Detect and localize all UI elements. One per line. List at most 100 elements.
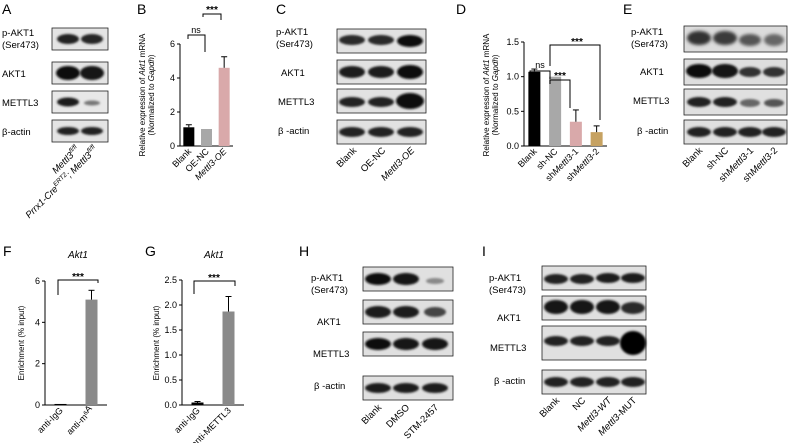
lane-label-blank: Blank xyxy=(360,402,385,427)
blot-strip-beta-actin xyxy=(541,369,647,395)
blot-strip-mettl3 xyxy=(51,90,109,114)
blot-strip-p-akt1 xyxy=(51,27,109,51)
y-tick-label: 6 xyxy=(35,276,40,286)
bar xyxy=(528,71,541,146)
y-tick-label: 0.5 xyxy=(164,375,177,385)
panel-letter-h: H xyxy=(299,243,309,259)
y-tick-label: 2 xyxy=(35,359,40,369)
y-tick-label: 1.0 xyxy=(164,350,177,360)
row-label-mettl3: METTL3 xyxy=(633,96,669,107)
y-tick-label: 1.5 xyxy=(506,37,519,47)
significance-f: *** xyxy=(57,272,99,295)
chart-title-g: Akt1 xyxy=(203,250,224,261)
panel-letter-b: B xyxy=(137,1,146,17)
sig-ns-b: ns xyxy=(191,25,201,35)
bar xyxy=(201,129,212,146)
row-label-akt1: AKT1 xyxy=(640,67,664,78)
row-label-ser473: (Ser473) xyxy=(489,285,526,296)
row-label-ser473: (Ser473) xyxy=(311,285,348,296)
y-tick-label: 2.0 xyxy=(164,300,177,310)
y-tick-label: 0 xyxy=(170,141,175,151)
row-label-p-akt1: p-AKT1 xyxy=(631,27,663,38)
blot-strip-beta-actin xyxy=(362,375,454,401)
row-label-mettl3: METTL3 xyxy=(278,97,314,108)
row-label-mettl3: METTL3 xyxy=(313,349,349,360)
blot-strip-mettl3 xyxy=(683,88,788,116)
lane-label-dmso: DMSO xyxy=(384,402,412,430)
sig-star-f: *** xyxy=(72,272,84,283)
panel-i: I p-AKT1 (Ser473) AKT1 METTL3 β -actin xyxy=(482,243,647,438)
panel-g: G Akt1 0.0 0.5 1.0 1.5 2.0 2.5 Enrichment (% i… xyxy=(145,243,244,443)
blot-strip-p-akt1 xyxy=(683,25,788,53)
y-tick-label: 4 xyxy=(170,73,175,83)
bar xyxy=(183,127,195,146)
row-label-beta-actin: β -actin xyxy=(314,381,345,392)
panel-d: D 0.0 0.5 1.0 1.5 Relative expression of Akt… xyxy=(456,1,607,183)
bar xyxy=(85,299,98,405)
row-label-mettl3: METTL3 xyxy=(2,98,38,109)
chart-b: 0 2 4 6 Relative expression of Akt1 mRNA(Nor… xyxy=(138,33,233,182)
svg-text:Prrx1-CreERT2; Mettl3fl/fl: Prrx1-CreERT2; Mettl3fl/fl xyxy=(23,143,101,221)
blot-strip-akt1 xyxy=(336,59,427,85)
bar xyxy=(549,76,562,146)
blot-strip-akt1 xyxy=(51,61,109,85)
y-axis-label: Relative expression of Akt1 mRNA(Normali… xyxy=(482,33,500,156)
y-tick-label: 2 xyxy=(170,107,175,117)
blot-strip-akt1 xyxy=(362,299,454,325)
row-label-akt1: AKT1 xyxy=(497,313,521,324)
significance-b: ns *** xyxy=(187,5,222,52)
panel-letter-d: D xyxy=(456,1,466,17)
row-label-akt1: AKT1 xyxy=(2,69,26,80)
sig-star-d-2: *** xyxy=(571,37,583,48)
sig-star-g: *** xyxy=(208,273,220,284)
lane-label-nc: NC xyxy=(571,395,589,413)
lane-label-prrx1-cre-mettl3-flfl: Prrx1-CreERT2; Mettl3fl/fl xyxy=(23,143,101,221)
lane-label-blank: Blank xyxy=(681,145,706,170)
bar xyxy=(590,132,603,146)
lane-label-blank: Blank xyxy=(538,395,563,420)
y-tick-label: 1.5 xyxy=(164,325,177,335)
row-label-beta-actin: β -actin xyxy=(637,126,668,137)
bar xyxy=(191,402,204,405)
bar xyxy=(569,121,582,146)
significance-g: *** xyxy=(193,273,236,294)
lane-label-blank: Blank xyxy=(335,145,360,170)
blot-strip-beta-actin xyxy=(683,119,788,145)
row-label-p-akt1: p-AKT1 xyxy=(2,28,34,39)
row-label-ser473: (Ser473) xyxy=(631,39,668,50)
panel-letter-i: I xyxy=(482,243,486,259)
y-tick-label: 0.0 xyxy=(164,400,177,410)
blot-strip-beta-actin xyxy=(51,119,109,143)
y-tick-label: 0 xyxy=(35,400,40,410)
blot-strip-p-akt1 xyxy=(336,28,427,54)
blot-strip-mettl3 xyxy=(336,88,427,114)
panel-e: E p-AKT1 (Ser473) AKT1 METTL3 β -actin xyxy=(623,1,788,184)
sig-star-d-1: *** xyxy=(554,71,566,82)
blot-strip-mettl3 xyxy=(362,331,454,357)
blot-strip-p-akt1 xyxy=(541,265,647,291)
panel-letter-c: C xyxy=(276,1,286,17)
row-label-beta-actin: β -actin xyxy=(494,376,525,387)
row-label-p-akt1: p-AKT1 xyxy=(311,273,343,284)
y-axis-label: Relative expression of Akt1 mRNA(Normali… xyxy=(138,33,156,156)
blot-strip-akt1 xyxy=(541,295,647,321)
sig-ns-d: ns xyxy=(535,60,545,70)
significance-d: ns *** *** xyxy=(529,37,601,120)
row-label-beta-actin: β-actin xyxy=(2,127,31,138)
y-tick-label: 4 xyxy=(35,317,40,327)
y-tick-label: 1.0 xyxy=(506,72,519,82)
y-tick-label: 0.5 xyxy=(506,106,519,116)
row-label-p-akt1: p-AKT1 xyxy=(489,273,521,284)
y-tick-label: 2.5 xyxy=(164,275,177,285)
row-label-ser473: (Ser473) xyxy=(276,39,313,50)
panel-c: C p-AKT1 (Ser473) AKT1 METTL3 β -actin xyxy=(276,1,427,183)
bar xyxy=(222,311,235,405)
blot-strip-beta-actin xyxy=(336,119,427,145)
bar xyxy=(54,403,67,405)
y-tick-label: 0.0 xyxy=(506,141,519,151)
panel-h: H p-AKT1 (Ser473) AKT1 METTL3 β -actin xyxy=(299,243,454,441)
